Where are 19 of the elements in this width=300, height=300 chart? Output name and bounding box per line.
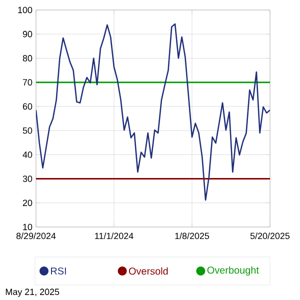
y-tick-label: 70 — [22, 79, 32, 86]
x-tick-label: 1/8/2025 — [175, 232, 210, 240]
y-tick-label: 50 — [22, 127, 32, 134]
legend-label: Oversold — [128, 267, 168, 275]
line-series — [36, 23, 270, 201]
y-tick-label: 30 — [22, 176, 32, 182]
y-tick-label: 60 — [22, 103, 32, 110]
x-tick-label: 5/20/2025 — [250, 232, 290, 240]
y-tick-label: 10 — [23, 224, 32, 230]
legend-label: Overbought — [207, 266, 259, 276]
legend-label: RSI — [51, 267, 66, 275]
x-tick-label: 8/29/2024 — [16, 232, 56, 240]
y-tick-label: 20 — [22, 200, 32, 206]
y-tick-label: 90 — [22, 30, 32, 38]
y-tick-label: 100 — [18, 6, 32, 14]
y-tick-label: 40 — [22, 151, 32, 158]
y-tick-label: 80 — [22, 55, 32, 62]
text: May 21, 2025 — [6, 288, 60, 297]
x-tick-label: 11/1/2024 — [95, 232, 134, 240]
